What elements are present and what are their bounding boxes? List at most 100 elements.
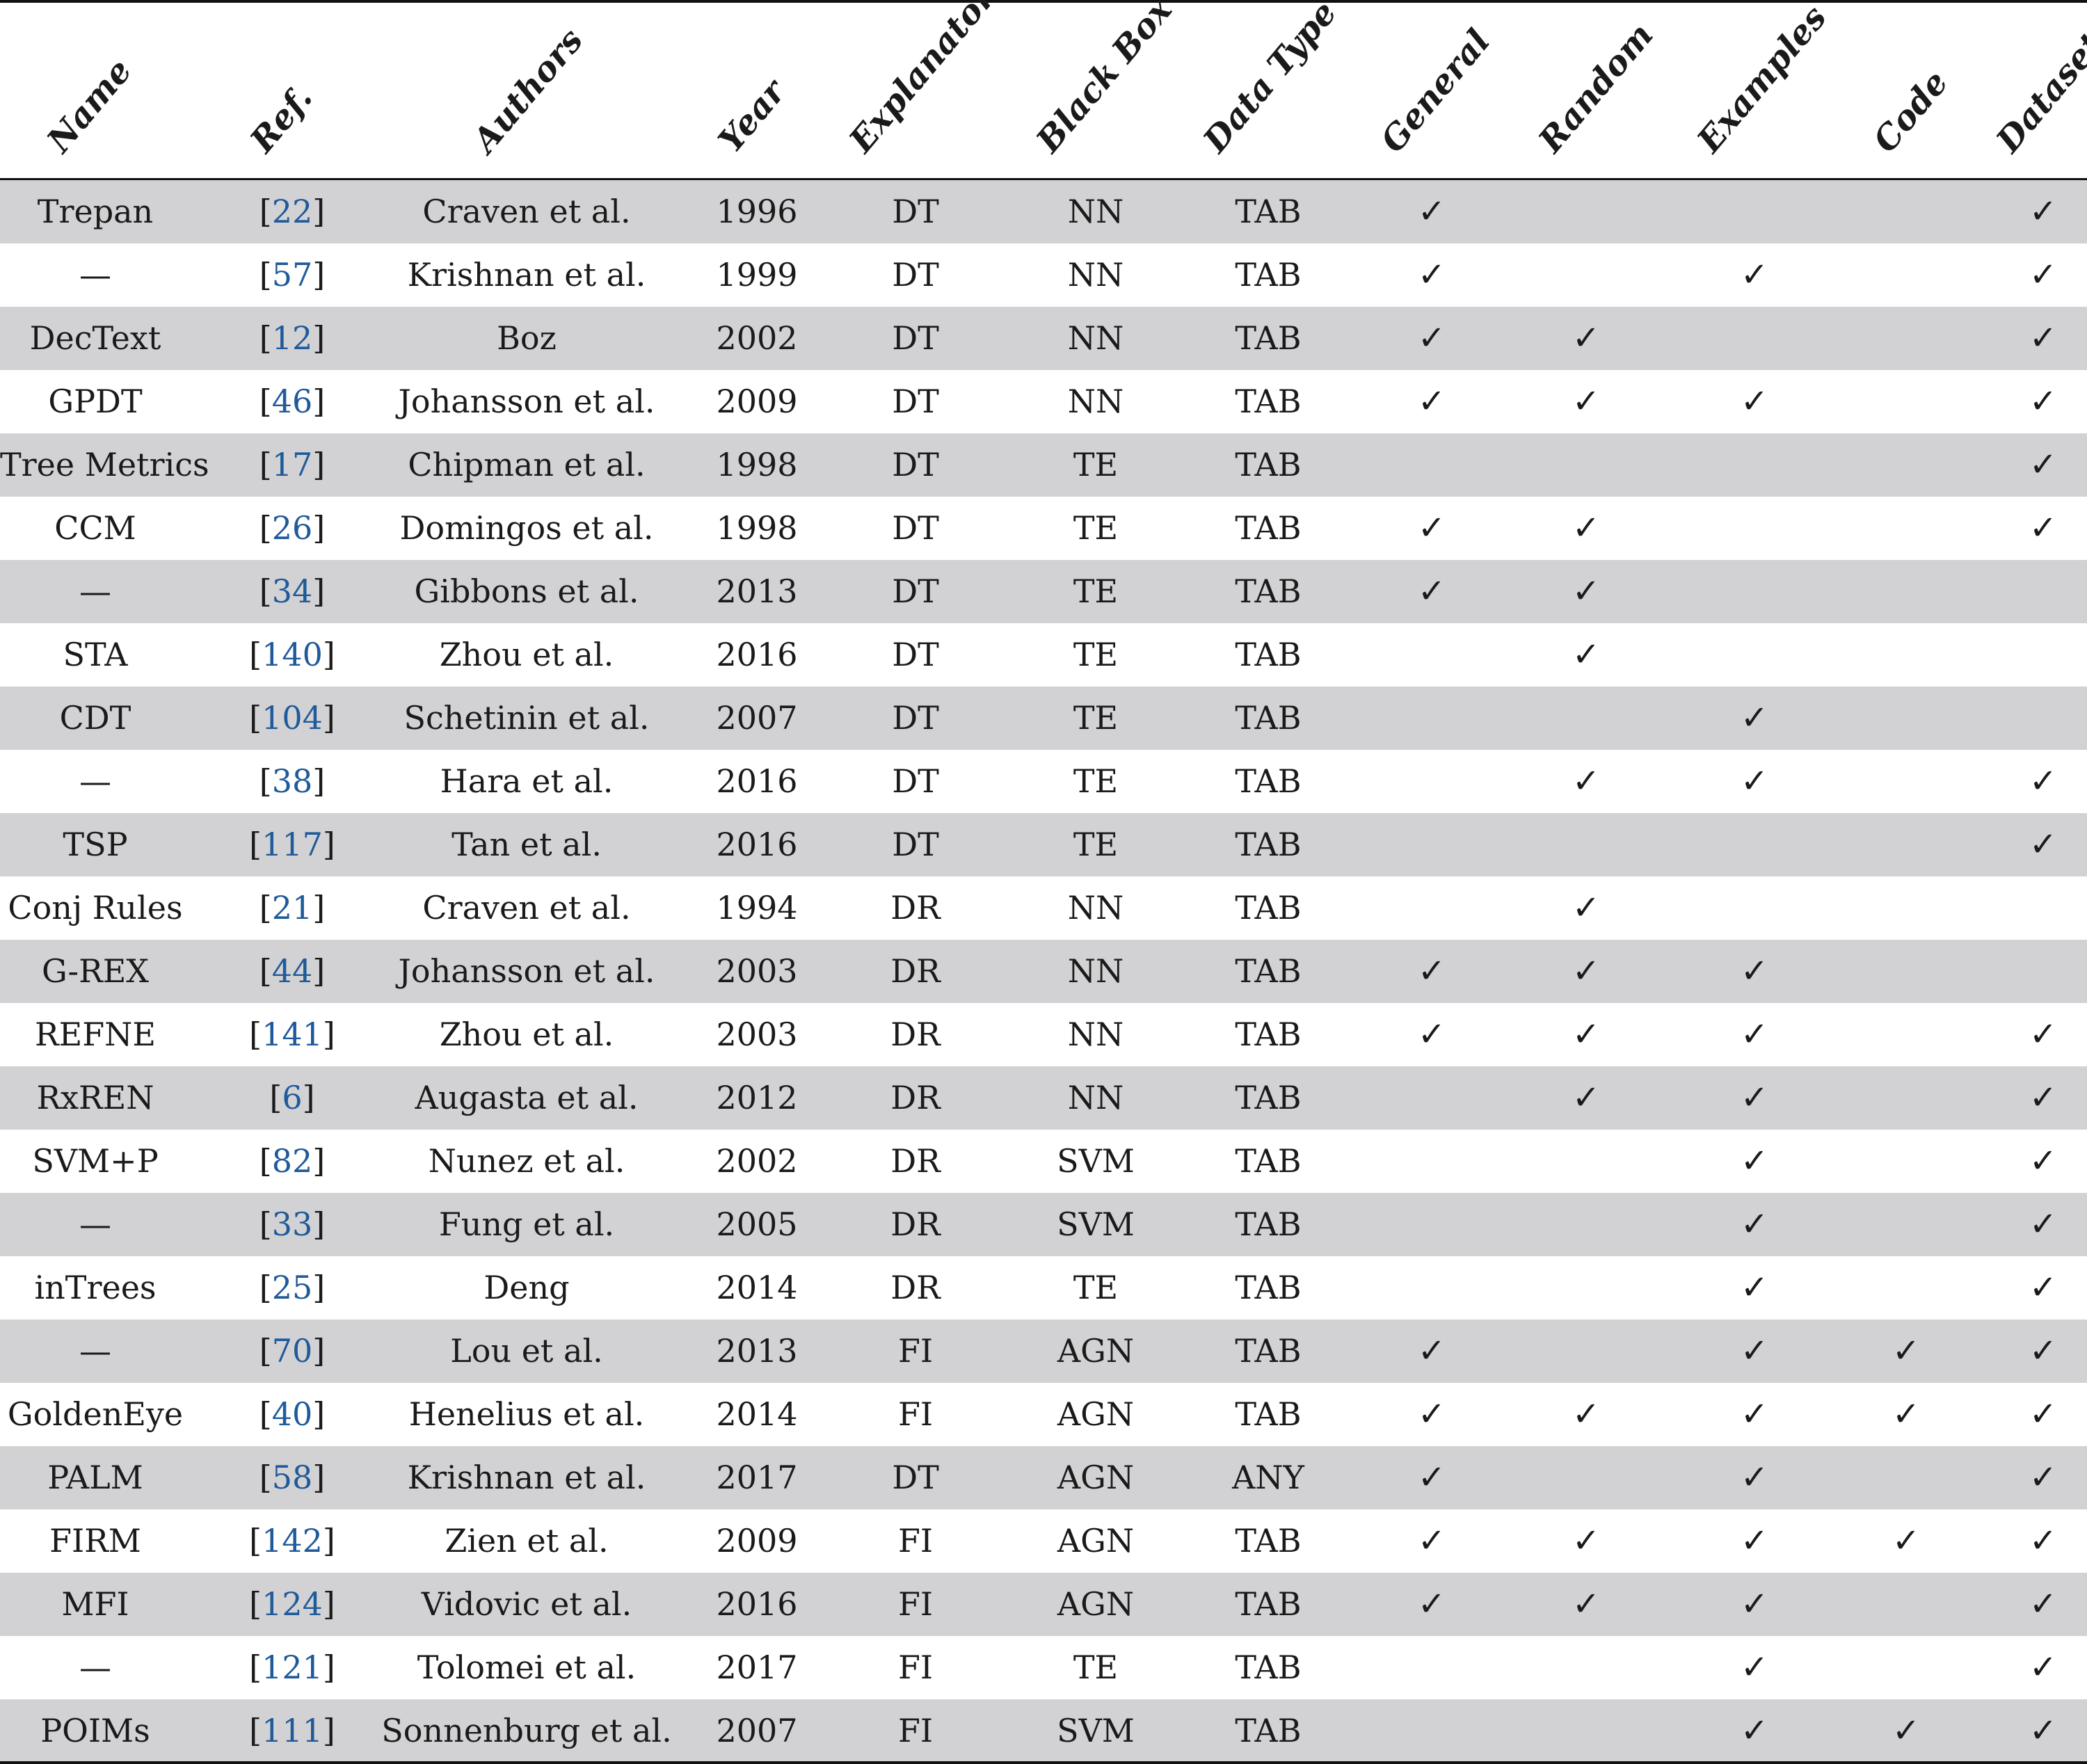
cell-data-type: TAB	[1235, 1142, 1302, 1180]
ref-link[interactable]: 104	[262, 699, 323, 737]
cell-dataset: ✓	[1999, 1699, 2087, 1763]
cell-explanator: DR	[890, 1205, 941, 1243]
cell-dataset: ✓	[1999, 1509, 2087, 1573]
cell-name: STA	[63, 636, 128, 673]
cell-authors: Johansson et al.	[398, 952, 655, 990]
checkmark-icon: ✓	[1417, 319, 1446, 358]
ref-link[interactable]: 25	[271, 1269, 313, 1306]
ref-link[interactable]: 46	[271, 383, 313, 420]
cell-ref: [17]	[243, 433, 341, 497]
ref-open-bracket: [	[249, 826, 262, 863]
cell-name: —	[79, 256, 111, 294]
table-row: CCM [26] Domingos et al. 1998 DT TE TAB ✓ ✓ ✓	[0, 497, 2087, 560]
cell-year: 2014	[716, 1395, 798, 1433]
cell-black-box: SVM	[1057, 1205, 1135, 1243]
checkmark-icon: ✓	[1740, 698, 1769, 737]
ref-link[interactable]: 121	[262, 1649, 323, 1686]
ref-link[interactable]: 26	[271, 509, 313, 547]
checkmark-icon: ✓	[1417, 1521, 1446, 1560]
table-row: — [33] Fung et al. 2005 DR SVM TAB ✓ ✓	[0, 1193, 2087, 1256]
checkmark-icon: ✓	[1572, 382, 1601, 421]
cell-ref: [142]	[243, 1509, 341, 1573]
ref-link[interactable]: 44	[271, 952, 313, 990]
column-header-label: Explanator	[842, 0, 1003, 160]
ref-close-bracket: ]	[312, 572, 326, 610]
column-header-label: General	[1373, 22, 1498, 160]
cell-explanator: DT	[892, 1459, 939, 1496]
cell-dataset: ✓	[1999, 750, 2087, 813]
cell-ref: [57]	[243, 243, 341, 307]
checkmark-icon: ✓	[2029, 1458, 2058, 1497]
checkmark-icon: ✓	[1572, 319, 1601, 358]
cell-random: ✓	[1530, 497, 1642, 560]
cell-examples: ✓	[1692, 687, 1817, 750]
ref-link[interactable]: 141	[262, 1016, 323, 1053]
cell-examples	[1692, 433, 1817, 497]
cell-general	[1376, 433, 1487, 497]
ref-link[interactable]: 6	[282, 1079, 303, 1116]
checkmark-icon: ✓	[2029, 1648, 2058, 1687]
ref-link[interactable]: 12	[271, 319, 313, 357]
cell-random: ✓	[1530, 307, 1642, 370]
cell-general	[1376, 1193, 1487, 1256]
cell-data-type: TAB	[1235, 446, 1302, 483]
cell-examples: ✓	[1692, 1193, 1817, 1256]
cell-random: ✓	[1530, 940, 1642, 1003]
cell-dataset: ✓	[1999, 243, 2087, 307]
ref-close-bracket: ]	[312, 1142, 326, 1180]
ref-link[interactable]: 117	[262, 826, 323, 863]
ref-link[interactable]: 142	[262, 1522, 323, 1559]
cell-code	[1850, 307, 1962, 370]
table-row: GoldenEye [40] Henelius et al. 2014 FI AGN TAB…	[0, 1383, 2087, 1446]
cell-name: Tree Metrics	[0, 446, 209, 483]
cell-year: 2005	[716, 1205, 798, 1243]
ref-open-bracket: [	[259, 1205, 272, 1243]
cell-authors: Henelius et al.	[408, 1395, 645, 1433]
ref-link[interactable]: 58	[271, 1459, 313, 1496]
checkmark-icon: ✓	[1572, 1395, 1601, 1434]
ref-link[interactable]: 140	[262, 636, 323, 673]
ref-link[interactable]: 70	[271, 1332, 313, 1370]
cell-year: 2016	[716, 826, 798, 863]
ref-link[interactable]: 21	[271, 889, 313, 927]
ref-link[interactable]: 57	[271, 256, 313, 294]
cell-examples: ✓	[1692, 1636, 1817, 1699]
cell-explanator: DR	[890, 1016, 941, 1053]
checkmark-icon: ✓	[1572, 508, 1601, 547]
ref-link[interactable]: 82	[271, 1142, 313, 1180]
cell-ref: [38]	[243, 750, 341, 813]
ref-link[interactable]: 111	[262, 1712, 323, 1749]
cell-code	[1850, 940, 1962, 1003]
cell-name: —	[79, 762, 111, 800]
checkmark-icon: ✓	[1740, 1331, 1769, 1370]
cell-examples	[1692, 307, 1817, 370]
cell-explanator: DT	[892, 256, 939, 294]
cell-examples: ✓	[1692, 1256, 1817, 1320]
cell-code	[1850, 243, 1962, 307]
checkmark-icon: ✓	[1740, 1141, 1769, 1180]
ref-link[interactable]: 22	[271, 193, 313, 230]
ref-link[interactable]: 124	[262, 1585, 323, 1623]
table-row: PALM [58] Krishnan et al. 2017 DT AGN ANY ✓ ✓ ✓	[0, 1446, 2087, 1509]
ref-link[interactable]: 40	[271, 1395, 313, 1433]
cell-code	[1850, 1256, 1962, 1320]
cell-ref: [25]	[243, 1256, 341, 1320]
cell-code	[1850, 370, 1962, 433]
ref-open-bracket: [	[259, 1142, 272, 1180]
checkmark-icon: ✓	[2029, 1268, 2058, 1307]
cell-code	[1850, 750, 1962, 813]
ref-link[interactable]: 38	[271, 762, 313, 800]
ref-close-bracket: ]	[322, 1649, 335, 1686]
ref-link[interactable]: 17	[271, 446, 313, 483]
checkmark-icon: ✓	[1892, 1331, 1921, 1370]
cell-data-type: TAB	[1235, 1079, 1302, 1116]
cell-authors: Zhou et al.	[439, 1016, 614, 1053]
ref-link[interactable]: 34	[271, 572, 313, 610]
cell-name: PALM	[47, 1459, 143, 1496]
cell-authors: Craven et al.	[422, 193, 631, 230]
cell-explanator: DT	[892, 509, 939, 547]
cell-dataset: ✓	[1999, 433, 2087, 497]
ref-link[interactable]: 33	[271, 1205, 313, 1243]
cell-ref: [124]	[243, 1573, 341, 1636]
cell-name: —	[79, 1332, 111, 1370]
